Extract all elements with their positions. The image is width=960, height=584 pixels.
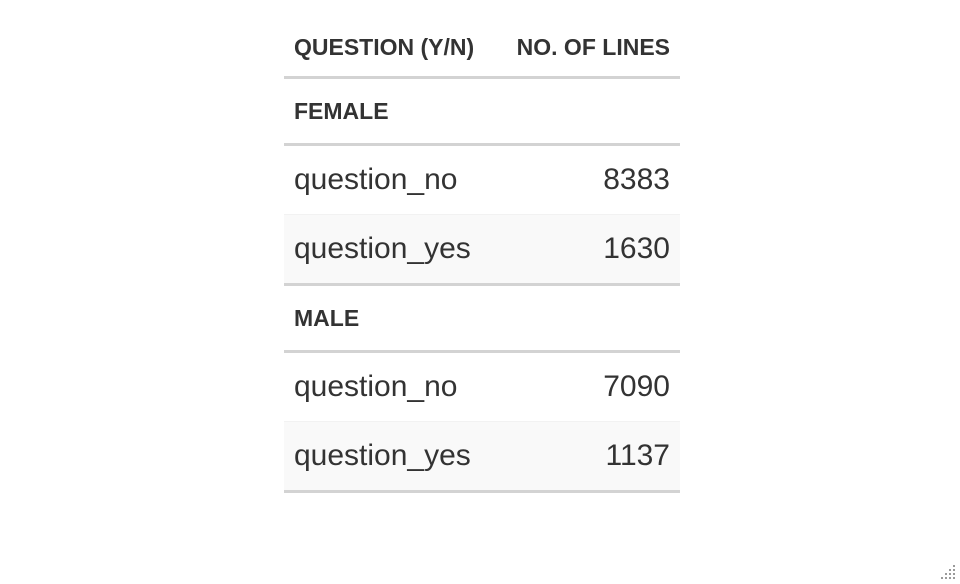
- question-cell: question_yes: [284, 421, 500, 493]
- group-row-male: MALE: [284, 284, 680, 353]
- column-header-lines: NO. OF LINES: [500, 18, 680, 79]
- question-cell: question_no: [284, 144, 500, 215]
- lines-cell: 1630: [500, 214, 680, 286]
- header-row: QUESTION (Y/N) NO. OF LINES: [284, 18, 680, 79]
- question-cell: question_no: [284, 351, 500, 422]
- table-row: question_no 8383: [284, 144, 680, 215]
- lines-cell: 1137: [500, 421, 680, 493]
- table-row: question_yes 1630: [284, 214, 680, 286]
- group-label: FEMALE: [284, 77, 680, 146]
- lines-cell: 7090: [500, 351, 680, 422]
- table-row: question_yes 1137: [284, 421, 680, 493]
- column-header-question: QUESTION (Y/N): [284, 18, 500, 79]
- group-row-female: FEMALE: [284, 77, 680, 146]
- summary-table: QUESTION (Y/N) NO. OF LINES FEMALE quest…: [284, 18, 680, 493]
- lines-cell: 8383: [500, 144, 680, 215]
- table-row: question_no 7090: [284, 351, 680, 422]
- resize-grip-icon[interactable]: [936, 560, 958, 582]
- group-label: MALE: [284, 284, 680, 353]
- question-cell: question_yes: [284, 214, 500, 286]
